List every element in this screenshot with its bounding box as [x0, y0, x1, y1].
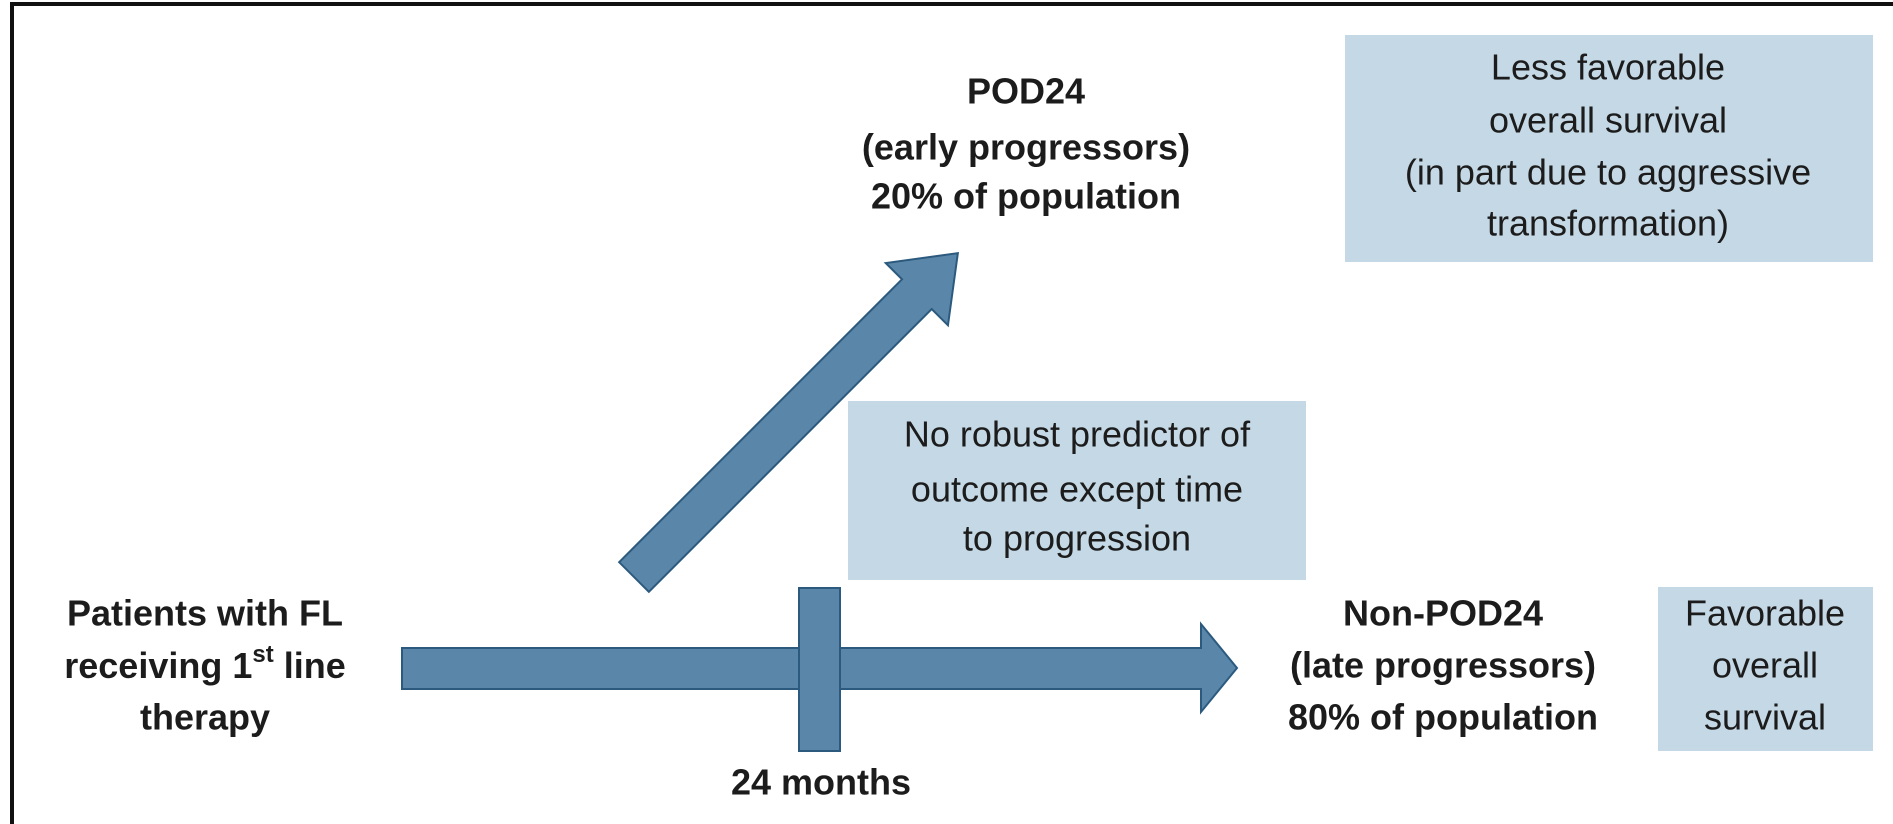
- text-line: 80% of population: [1288, 697, 1598, 738]
- text-part: receiving 1: [64, 645, 252, 686]
- non-pod24-outcome: Favorable overall survival: [1685, 593, 1845, 738]
- text-line: Less favorable: [1491, 47, 1725, 88]
- text-line: therapy: [140, 697, 270, 738]
- text-line: Patients with FL: [67, 593, 343, 634]
- pod24-label: POD24 (early progressors) 20% of populat…: [862, 71, 1190, 217]
- text-line: overall: [1712, 645, 1818, 686]
- text-line: survival: [1704, 697, 1826, 738]
- superscript: st: [252, 641, 273, 668]
- text-line: (early progressors): [862, 127, 1190, 168]
- outcome-box: [1345, 35, 1873, 262]
- frame: [10, 2, 1893, 824]
- outcome-box: [1658, 587, 1873, 751]
- start-label: Patients with FL receiving 1st line ther…: [64, 593, 345, 738]
- diagonal-arrow-shape: [617, 251, 960, 594]
- text-line: receiving 1st line: [64, 641, 345, 685]
- text-line: Non-POD24: [1343, 593, 1543, 634]
- text-line: transformation): [1487, 203, 1729, 244]
- text-line: Favorable: [1685, 593, 1845, 634]
- non-pod24-label: Non-POD24 (late progressors) 80% of popu…: [1288, 593, 1598, 738]
- note-box: [848, 401, 1306, 580]
- text-line: POD24: [967, 71, 1085, 112]
- text-line: (late progressors): [1290, 645, 1596, 686]
- pod24-outcome: Less favorable overall survival (in part…: [1405, 47, 1811, 244]
- predictor-note: No robust predictor of outcome except ti…: [904, 414, 1251, 559]
- text-part: line: [274, 645, 346, 686]
- timepoint-bar: [798, 587, 841, 752]
- text-line: to progression: [963, 518, 1191, 559]
- text-line: 20% of population: [871, 176, 1181, 217]
- diagonal-arrow: [617, 251, 960, 594]
- timepoint-label: 24 months: [731, 762, 911, 803]
- text-line: (in part due to aggressive: [1405, 152, 1811, 193]
- text-line: No robust predictor of: [904, 414, 1251, 455]
- text-line: outcome except time: [911, 469, 1243, 510]
- text-line: overall survival: [1489, 100, 1727, 141]
